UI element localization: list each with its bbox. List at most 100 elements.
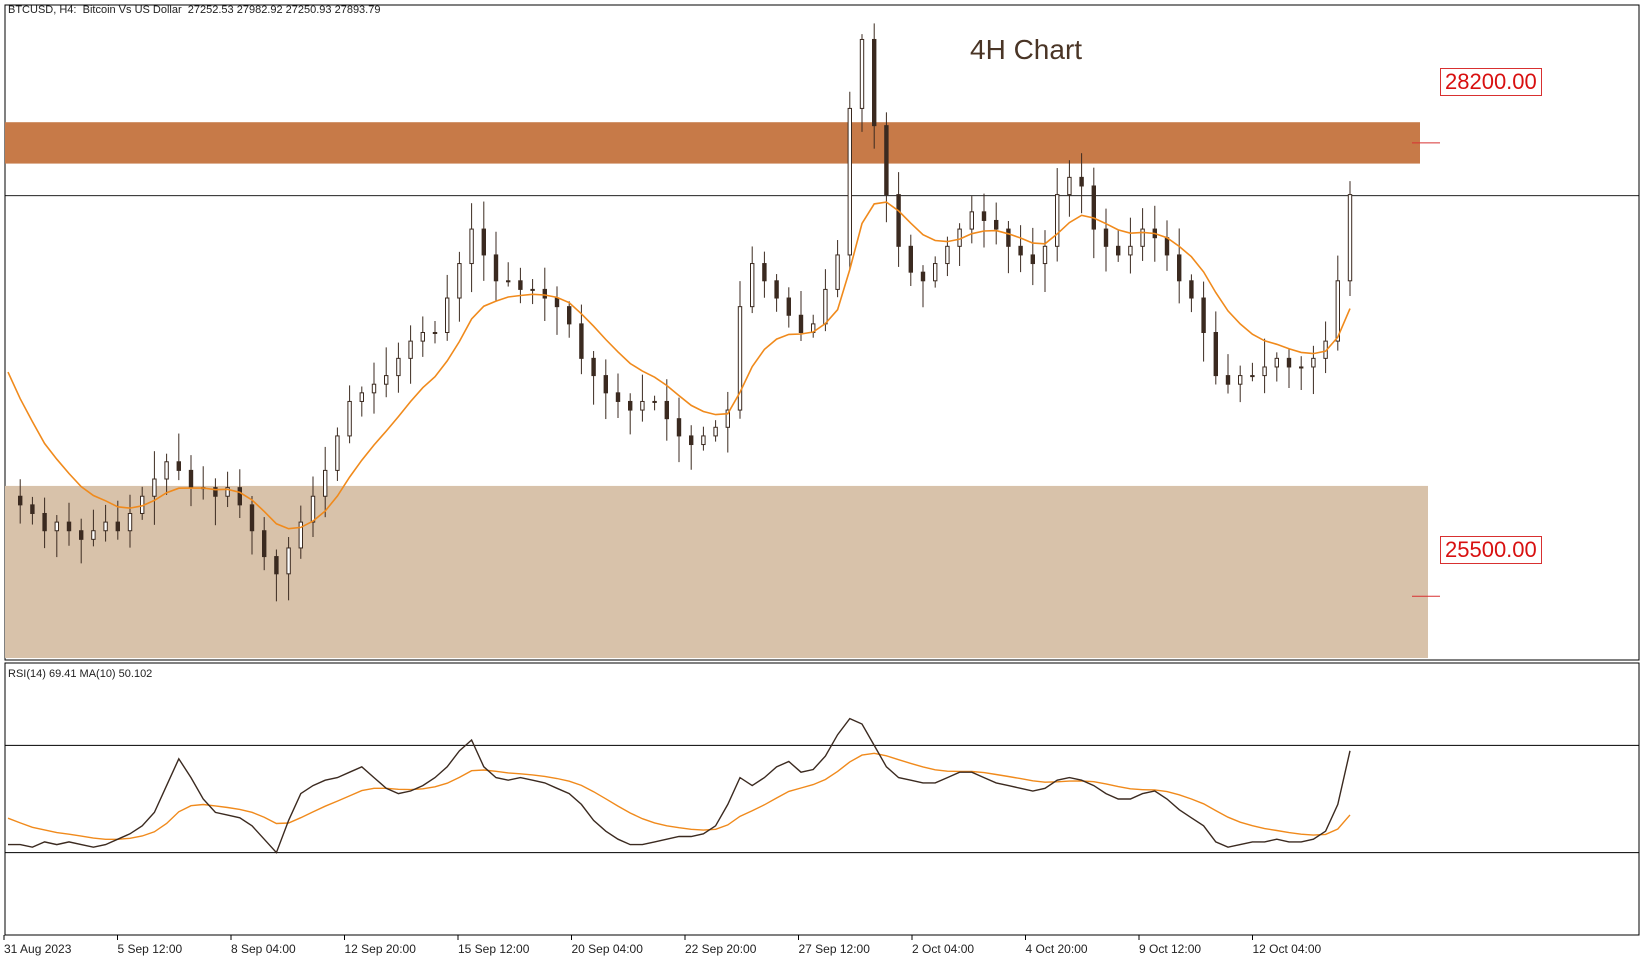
candle-body bbox=[249, 504, 255, 532]
candle-body bbox=[640, 400, 645, 411]
candle-body bbox=[127, 512, 133, 532]
support-zone bbox=[5, 485, 1428, 658]
candle-body bbox=[737, 306, 743, 411]
x-tick-label: 2 Oct 04:00 bbox=[912, 942, 975, 956]
candle-body bbox=[335, 435, 340, 471]
candle-body bbox=[371, 383, 377, 394]
candle-body bbox=[1286, 357, 1292, 368]
x-tick-label: 22 Sep 20:00 bbox=[685, 942, 757, 956]
candle-body bbox=[689, 435, 694, 446]
candle-body bbox=[1189, 280, 1194, 299]
x-tick-label: 27 Sep 12:00 bbox=[798, 942, 870, 956]
candle-body bbox=[1335, 280, 1340, 342]
candle-body bbox=[859, 38, 865, 109]
candle-body bbox=[1042, 245, 1048, 265]
candle-body bbox=[420, 332, 426, 342]
candle-body bbox=[262, 530, 267, 558]
candle-body bbox=[1091, 185, 1096, 230]
candle-body bbox=[347, 400, 352, 437]
x-tick-label: 15 Sep 12:00 bbox=[458, 942, 530, 956]
candle-body bbox=[920, 271, 926, 282]
candle-body bbox=[652, 400, 657, 403]
candle-body bbox=[664, 400, 669, 420]
candle-body bbox=[152, 478, 157, 497]
candle-body bbox=[323, 469, 328, 497]
candle-body bbox=[774, 280, 779, 299]
x-tick-label: 8 Sep 04:00 bbox=[231, 942, 296, 956]
level-label-28200: 28200.00 bbox=[1440, 68, 1542, 96]
x-tick-label: 9 Oct 12:00 bbox=[1139, 942, 1202, 956]
candle-body bbox=[1140, 228, 1145, 247]
candle-body bbox=[1201, 297, 1206, 333]
candle-body bbox=[994, 219, 999, 230]
candle-body bbox=[18, 495, 23, 506]
candle-body bbox=[603, 375, 608, 394]
moving-average-line bbox=[7, 201, 1351, 530]
candle-body bbox=[1213, 332, 1218, 377]
rsi-pane-frame bbox=[4, 662, 1640, 936]
resistance-zone bbox=[5, 122, 1420, 164]
candle-body bbox=[42, 512, 47, 532]
x-tick-label: 5 Sep 12:00 bbox=[117, 942, 183, 956]
candle-body bbox=[884, 125, 889, 196]
candle-body bbox=[445, 297, 450, 333]
candle-body bbox=[957, 228, 962, 247]
rsi-pane bbox=[4, 662, 1640, 936]
candle-body bbox=[725, 409, 730, 428]
candle-body bbox=[115, 521, 120, 532]
candle-body bbox=[1006, 228, 1011, 247]
candle-body bbox=[896, 194, 901, 247]
rsi-header: RSI(14) 69.41 MA(10) 50.102 bbox=[8, 668, 153, 680]
candle-body bbox=[835, 254, 840, 290]
candle-body bbox=[91, 530, 96, 540]
candle-body bbox=[225, 487, 230, 497]
candle-body bbox=[1299, 366, 1304, 369]
candle-body bbox=[615, 392, 621, 402]
candle-body bbox=[1128, 245, 1133, 256]
candle-body bbox=[457, 263, 462, 299]
candle-body bbox=[933, 263, 938, 282]
candle-body bbox=[30, 504, 35, 514]
candle-body bbox=[628, 400, 633, 411]
candle-body bbox=[481, 228, 487, 256]
candle-body bbox=[469, 228, 474, 265]
candle-body bbox=[908, 245, 913, 273]
candle-body bbox=[286, 547, 291, 575]
candle-body bbox=[1347, 194, 1353, 282]
ohlc-values: 27252.53 27982.92 27250.93 27893.79 bbox=[187, 4, 381, 16]
x-tick-label: 12 Oct 04:00 bbox=[1252, 942, 1322, 956]
symbol-description: Bitcoin Vs US Dollar bbox=[82, 4, 182, 16]
candle-body bbox=[188, 469, 194, 489]
candle-body bbox=[713, 426, 718, 437]
candle-body bbox=[1018, 245, 1023, 256]
chart-header: BTCUSD, H4: Bitcoin Vs US Dollar 27252.5… bbox=[8, 4, 381, 16]
price-pane bbox=[4, 4, 1640, 661]
candle-body bbox=[274, 556, 279, 575]
candle-body bbox=[1067, 176, 1072, 196]
candle-body bbox=[1055, 194, 1060, 247]
candle-body bbox=[493, 254, 499, 282]
candle-body bbox=[384, 375, 389, 385]
candle-body bbox=[981, 211, 987, 221]
candle-body bbox=[579, 323, 584, 359]
chart-title: 4H Chart bbox=[970, 34, 1083, 65]
candle-body bbox=[798, 314, 804, 333]
candle-body bbox=[310, 495, 316, 523]
candle-body bbox=[237, 487, 243, 506]
candle-body bbox=[945, 245, 950, 265]
candle-body bbox=[1274, 357, 1279, 368]
timeframe: H4: bbox=[59, 4, 77, 16]
candle-body bbox=[79, 530, 84, 540]
candle-body bbox=[786, 297, 791, 316]
candle-body bbox=[676, 418, 682, 437]
candle-body bbox=[1311, 357, 1316, 368]
candle-body bbox=[1250, 375, 1255, 378]
rsi-ma-line bbox=[7, 752, 1351, 840]
candle-body bbox=[1177, 254, 1182, 282]
candle-body bbox=[1079, 176, 1084, 187]
candle-body bbox=[54, 521, 59, 532]
candles-group bbox=[18, 23, 1353, 602]
rsi-line bbox=[8, 717, 1351, 854]
candle-body bbox=[847, 107, 852, 256]
